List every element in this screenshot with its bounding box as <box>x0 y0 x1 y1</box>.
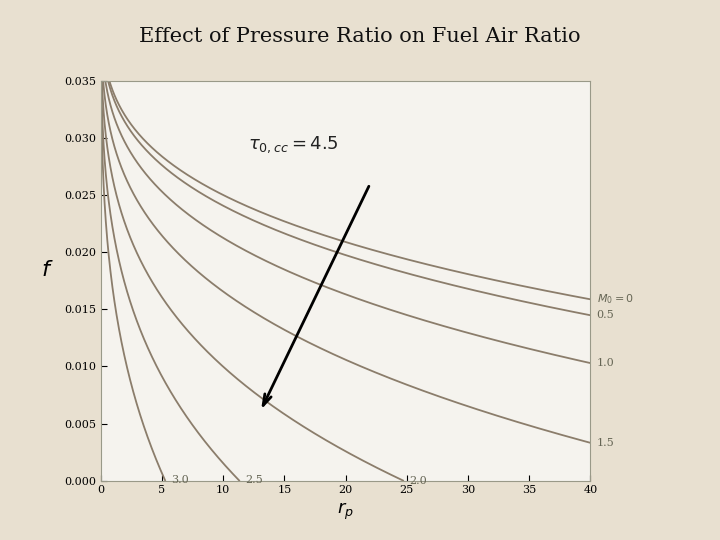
Text: 1.5: 1.5 <box>597 438 614 448</box>
Text: $M_0 = 0$: $M_0 = 0$ <box>597 292 634 306</box>
Text: 3.0: 3.0 <box>171 475 189 485</box>
Text: Effect of Pressure Ratio on Fuel Air Ratio: Effect of Pressure Ratio on Fuel Air Rat… <box>139 27 581 46</box>
Y-axis label: $f$: $f$ <box>41 259 53 281</box>
Text: 1.0: 1.0 <box>597 358 614 368</box>
Text: 2.0: 2.0 <box>409 476 427 485</box>
Text: $\tau_{0,cc}=4.5$: $\tau_{0,cc}=4.5$ <box>248 134 338 155</box>
X-axis label: $r_p$: $r_p$ <box>337 501 354 522</box>
Text: 2.5: 2.5 <box>246 475 263 485</box>
Text: 0.5: 0.5 <box>597 310 614 320</box>
